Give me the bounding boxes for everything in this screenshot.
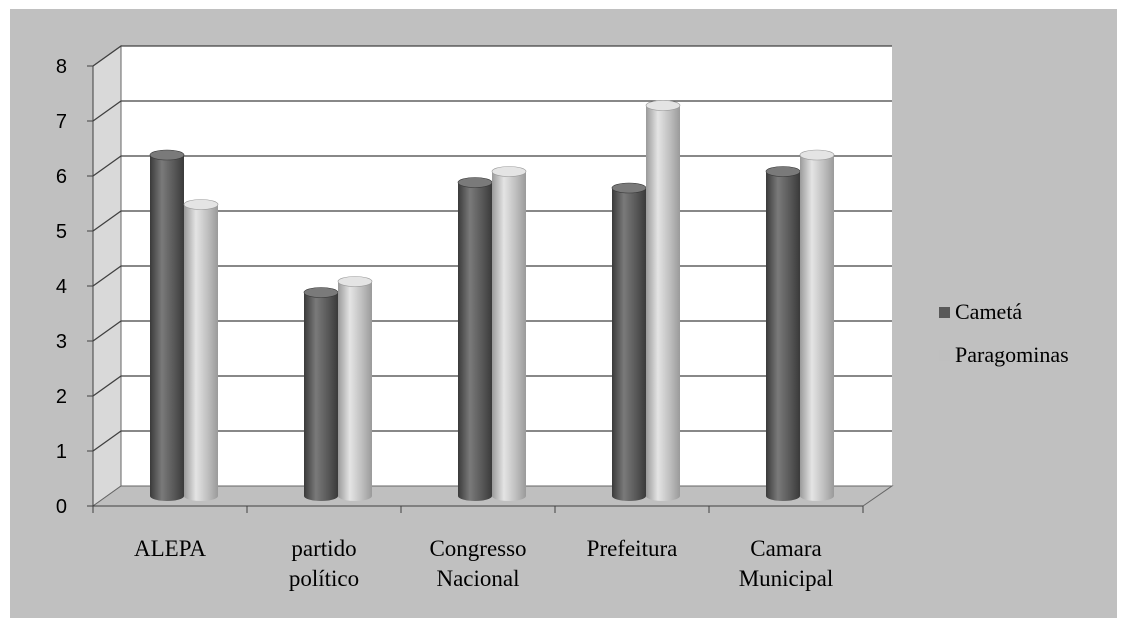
- bar-cametá-1: [303, 287, 339, 501]
- y-tick-label: 0: [56, 496, 67, 518]
- legend-swatch: [939, 350, 950, 361]
- bar-paragominas-4: [799, 149, 835, 501]
- bars: [149, 100, 835, 501]
- x-tick-label: Prefeitura: [587, 536, 678, 561]
- bar-cametá-2: [457, 177, 493, 501]
- x-tick-label: partido político: [289, 536, 359, 591]
- bar-chart: 0 1 2 3 4 5 6 7 8 ALEPA partido político Congresso N…: [10, 9, 1117, 618]
- y-tick-label: 6: [56, 166, 67, 188]
- chart-frame: 0 1 2 3 4 5 6 7 8 ALEPA partido político Congresso N…: [10, 9, 1117, 618]
- y-tick-label: 8: [56, 56, 67, 78]
- legend: Cametá Paragominas: [939, 299, 1069, 367]
- y-tick-label: 7: [56, 111, 67, 133]
- x-tick-label: ALEPA: [134, 536, 206, 561]
- bar-cametá-4: [765, 166, 801, 501]
- y-tick-label: 4: [56, 276, 67, 298]
- y-tick-label: 5: [56, 221, 67, 243]
- bar-paragominas-0: [183, 199, 219, 501]
- y-axis: 0 1 2 3 4 5 6 7 8: [56, 56, 94, 518]
- legend-swatch: [939, 307, 950, 318]
- bar-paragominas-1: [337, 276, 373, 501]
- gridline: [92, 155, 892, 177]
- y-tick-label: 2: [56, 386, 67, 408]
- y-tick-label: 3: [56, 331, 67, 353]
- x-tick-label: Congresso Nacional: [429, 536, 526, 591]
- x-axis: ALEPA partido político Congresso Nacional Pre…: [92, 505, 864, 591]
- gridline: [92, 100, 892, 122]
- x-tick-label: Camara Municipal: [739, 536, 834, 591]
- bar-cametá-3: [611, 182, 647, 501]
- legend-label: Cametá: [955, 299, 1022, 324]
- bar-paragominas-3: [645, 100, 681, 501]
- y-tick-label: 1: [56, 441, 67, 463]
- bar-cametá-0: [149, 149, 185, 501]
- legend-label: Paragominas: [955, 342, 1069, 367]
- bar-paragominas-2: [491, 166, 527, 501]
- gridline: [92, 45, 892, 67]
